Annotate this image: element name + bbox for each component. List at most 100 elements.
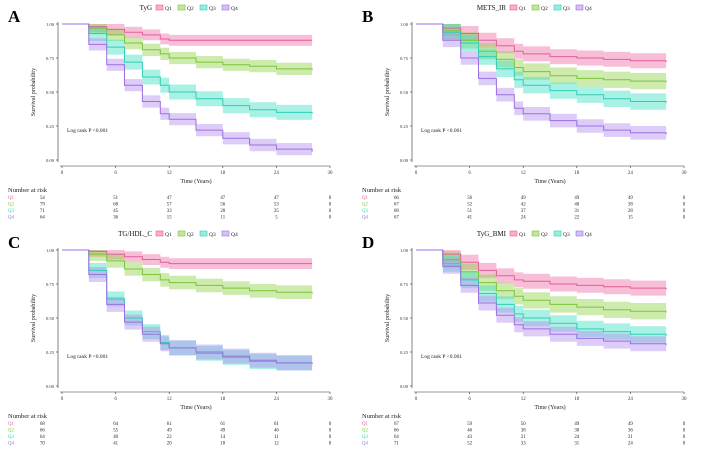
risk-cell: 0 [683,442,686,447]
x-tick-label: 6 [468,171,471,176]
risk-row-label-q3: Q3 [362,209,368,214]
x-tick-label: 6 [114,397,117,402]
survival-line-q4 [416,23,667,135]
x-tick-label: 6 [114,171,117,176]
risk-cell: 0 [329,196,332,201]
risk-cell: 28 [628,209,633,214]
x-tick-label: 0 [61,397,64,402]
risk-cell: 45 [113,209,118,214]
risk-cell: 0 [329,203,332,208]
risk-cell: 53 [274,203,279,208]
risk-cell: 66 [394,429,399,434]
x-tick-label: 12 [521,397,527,402]
y-tick-label: 0.75 [46,56,55,61]
y-tick-label: 0.25 [400,350,409,355]
risk-cell: 41 [467,216,472,221]
survival-line-q3 [416,23,667,103]
legend-label-q2: Q2 [541,6,548,12]
survival-line-q2 [416,249,667,313]
risk-row-label-q3: Q3 [362,435,368,440]
logrank-annotation: Log rank P <0.001 [67,128,108,134]
chart-title: TyG [140,4,152,12]
risk-cell: 11 [274,435,279,440]
x-tick-label: 18 [574,171,580,176]
x-tick-label: 18 [574,397,580,402]
risk-table-title: Number at risk [362,187,402,194]
risk-row-label-q1: Q1 [362,196,368,201]
risk-cell: 67 [394,203,399,208]
legend-swatch-q4 [575,230,584,237]
risk-cell: 15 [167,216,172,221]
y-tick-label: 1.00 [400,22,409,27]
risk-cell: 12 [274,442,279,447]
legend-label-q3: Q3 [209,232,216,238]
risk-cell: 64 [394,435,399,440]
risk-cell: 40 [574,203,579,208]
legend-label-q1: Q1 [519,232,526,238]
y-tick-label: 0.00 [400,384,409,389]
logrank-annotation: Log rank P <0.001 [421,128,462,134]
risk-cell: 67 [394,216,399,221]
risk-cell: 49 [628,422,633,427]
risk-cell: 33 [521,442,526,447]
risk-row-label-q3: Q3 [8,435,14,440]
km-panel-d: D TyG_BMI Q1 Q2 Q3 Q40.000.250.500.751.000 6 12… [362,230,687,447]
legend-swatch-q3 [199,4,208,11]
risk-cell: 79 [40,203,45,208]
risk-cell: 31 [521,435,526,440]
legend-swatch-q4 [221,230,230,237]
risk-cell: 42 [521,203,526,208]
risk-row-label-q4: Q4 [362,216,368,221]
x-tick-label: 24 [274,397,280,402]
risk-cell: 49 [628,196,633,201]
risk-table-title: Number at risk [8,187,48,194]
legend-swatch-q3 [553,4,562,11]
risk-cell: 46 [467,429,472,434]
risk-cell: 51 [113,196,118,201]
risk-cell: 24 [628,442,633,447]
y-tick-label: 0.00 [400,158,409,163]
risk-cell: 15 [628,216,633,221]
logrank-annotation: Log rank P <0.001 [67,354,108,360]
survival-line-q2 [62,249,313,294]
risk-row-label-q2: Q2 [362,429,368,434]
legend-swatch-q2 [531,4,540,11]
risk-row-label-q4: Q4 [8,216,14,221]
legend-label-q3: Q3 [563,6,570,12]
legend-label-q3: Q3 [563,232,570,238]
risk-cell: 54 [40,196,45,201]
ci-band-q2 [416,250,667,321]
risk-cell: 31 [574,209,579,214]
legend-label-q2: Q2 [541,232,548,238]
risk-cell: 36 [113,216,118,221]
legend-label-q3: Q3 [209,6,216,12]
risk-table-title: Number at risk [8,413,48,420]
risk-cell: 0 [329,429,332,434]
y-tick-label: 1.00 [400,248,409,253]
x-tick-label: 0 [415,171,418,176]
y-tick-label: 0.25 [46,350,55,355]
km-panel-c: C TG/HDL_C Q1 Q2 Q3 Q40.000.250.500.751.000 6 1… [8,230,333,447]
legend-swatch-q4 [221,4,230,11]
risk-cell: 22 [167,435,172,440]
risk-cell: 50 [521,422,526,427]
ci-band-q4 [62,250,313,372]
risk-cell: 67 [394,422,399,427]
risk-cell: 0 [683,209,686,214]
risk-cell: 33 [167,209,172,214]
risk-cell: 18 [220,442,225,447]
risk-cell: 38 [574,429,579,434]
panel-letter: A [8,7,21,26]
ci-band-q3 [62,250,313,371]
x-tick-label: 24 [628,171,634,176]
x-tick-label: 12 [521,171,527,176]
survival-line-q3 [62,23,313,114]
risk-row-label-q1: Q1 [8,196,14,201]
x-axis-label: Time (Years) [534,178,565,185]
risk-cell: 0 [683,422,686,427]
panel-letter: D [362,233,374,252]
risk-cell: 47 [274,196,279,201]
risk-cell: 49 [220,429,225,434]
risk-cell: 43 [467,435,472,440]
legend-swatch-q4 [575,4,584,11]
